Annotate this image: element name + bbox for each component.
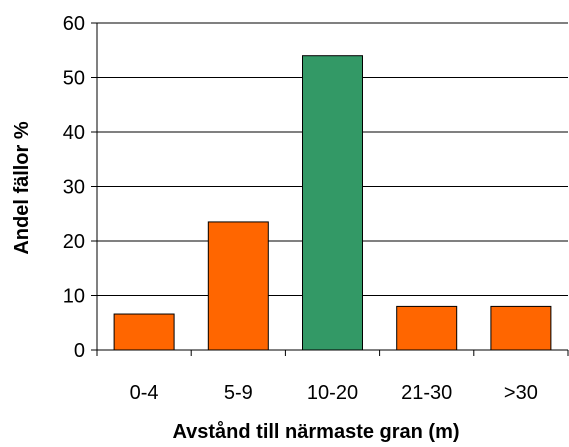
y-axis-title: Andel fällor % <box>11 121 33 255</box>
x-tick-label: 21-30 <box>401 382 452 404</box>
y-tick-label: 30 <box>63 177 85 199</box>
x-tick-label: 5-9 <box>224 382 253 404</box>
y-tick-labels: 0 10 20 30 40 50 60 <box>63 13 85 362</box>
y-tick-label: 10 <box>63 286 85 308</box>
bar-2130 <box>396 305 458 351</box>
bar-04 <box>113 313 175 351</box>
y-tick-label: 0 <box>74 340 85 362</box>
x-tick-label: >30 <box>504 382 538 404</box>
y-tick-label: 40 <box>63 122 85 144</box>
axes <box>91 22 569 356</box>
bars <box>113 55 552 351</box>
x-tick-labels: 0-4 5-9 10-20 21-30 >30 <box>130 382 538 404</box>
x-tick-label: 0-4 <box>130 382 159 404</box>
y-tick-label: 20 <box>63 231 85 253</box>
bar-59 <box>207 221 269 351</box>
y-tick-label: 50 <box>63 68 85 90</box>
x-axis-title: Avstånd till närmaste gran (m) <box>172 420 459 443</box>
y-tick-label: 60 <box>63 13 85 35</box>
x-tick-label: 10-20 <box>307 382 358 404</box>
bar-1020 <box>302 55 363 351</box>
bar-30 <box>490 305 552 351</box>
